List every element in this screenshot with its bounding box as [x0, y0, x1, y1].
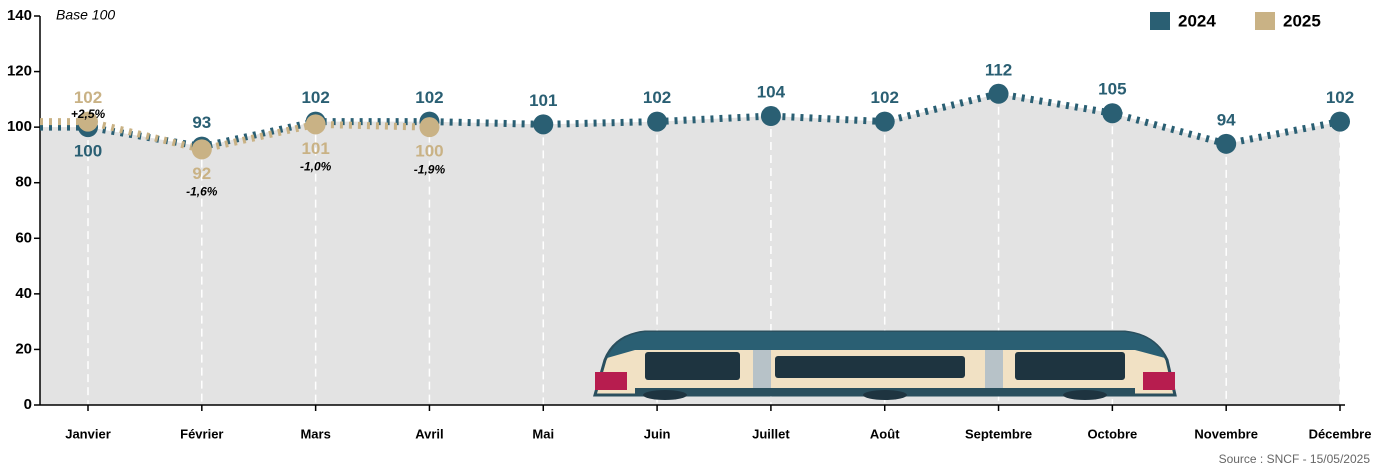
- legend-swatch: [1255, 12, 1275, 30]
- value-label: 102: [74, 88, 102, 107]
- x-tick-label: Juin: [644, 426, 671, 441]
- y-tick-label: 120: [7, 63, 32, 80]
- point: [1216, 133, 1237, 154]
- change-label: -1,9%: [414, 162, 446, 176]
- change-label: -1,6%: [186, 185, 218, 199]
- point: [191, 139, 212, 160]
- point: [760, 106, 781, 127]
- y-tick-label: 60: [15, 229, 32, 246]
- point: [533, 114, 554, 135]
- value-label: 102: [301, 88, 329, 107]
- value-label: 102: [415, 88, 443, 107]
- legend-swatch: [1150, 12, 1170, 30]
- point: [874, 111, 895, 132]
- x-tick-label: Mars: [300, 426, 330, 441]
- value-label: 101: [301, 139, 329, 158]
- value-label: 102: [643, 88, 671, 107]
- change-label: +2,5%: [71, 107, 106, 121]
- y-tick-label: 80: [15, 174, 32, 191]
- y-tick-label: 20: [15, 340, 32, 357]
- y-tick-label: 140: [7, 7, 32, 24]
- x-tick-label: Février: [180, 426, 223, 441]
- value-label: 112: [985, 60, 1012, 79]
- legend-label: 2024: [1178, 11, 1216, 30]
- value-label: 105: [1098, 80, 1126, 99]
- x-tick-label: Octobre: [1087, 426, 1137, 441]
- value-label: 104: [757, 83, 786, 102]
- value-label: 100: [415, 142, 443, 161]
- point: [647, 111, 668, 132]
- legend-label: 2025: [1283, 11, 1321, 30]
- train-illustration: [593, 330, 1177, 400]
- value-label: 100: [74, 142, 102, 161]
- subtitle: Base 100: [56, 7, 115, 23]
- x-tick-label: Janvier: [65, 426, 111, 441]
- point: [419, 117, 440, 138]
- point: [1102, 103, 1123, 124]
- y-tick-label: 40: [15, 285, 32, 302]
- x-tick-label: Décembre: [1309, 426, 1372, 441]
- change-label: -1,0%: [300, 160, 332, 174]
- value-label: 94: [1217, 110, 1236, 129]
- x-tick-label: Avril: [415, 426, 443, 441]
- value-label: 93: [192, 113, 211, 132]
- point: [78, 111, 98, 132]
- value-label: 92: [192, 164, 211, 183]
- value-label: 102: [1326, 88, 1354, 107]
- x-tick-label: Juillet: [752, 426, 790, 441]
- point: [988, 83, 1009, 104]
- x-tick-label: Novembre: [1194, 426, 1258, 441]
- point: [305, 114, 326, 135]
- area: [40, 93, 1340, 406]
- value-label: 101: [529, 91, 557, 110]
- y-tick-label: 100: [7, 118, 32, 135]
- source: Source : SNCF - 15/05/2025: [1219, 452, 1371, 466]
- x-tick-label: Août: [870, 426, 900, 441]
- x-tick-label: Septembre: [965, 426, 1032, 441]
- y-tick-label: 0: [24, 396, 32, 413]
- value-label: 102: [871, 88, 899, 107]
- x-tick-label: Mai: [532, 426, 554, 441]
- point: [1330, 111, 1350, 132]
